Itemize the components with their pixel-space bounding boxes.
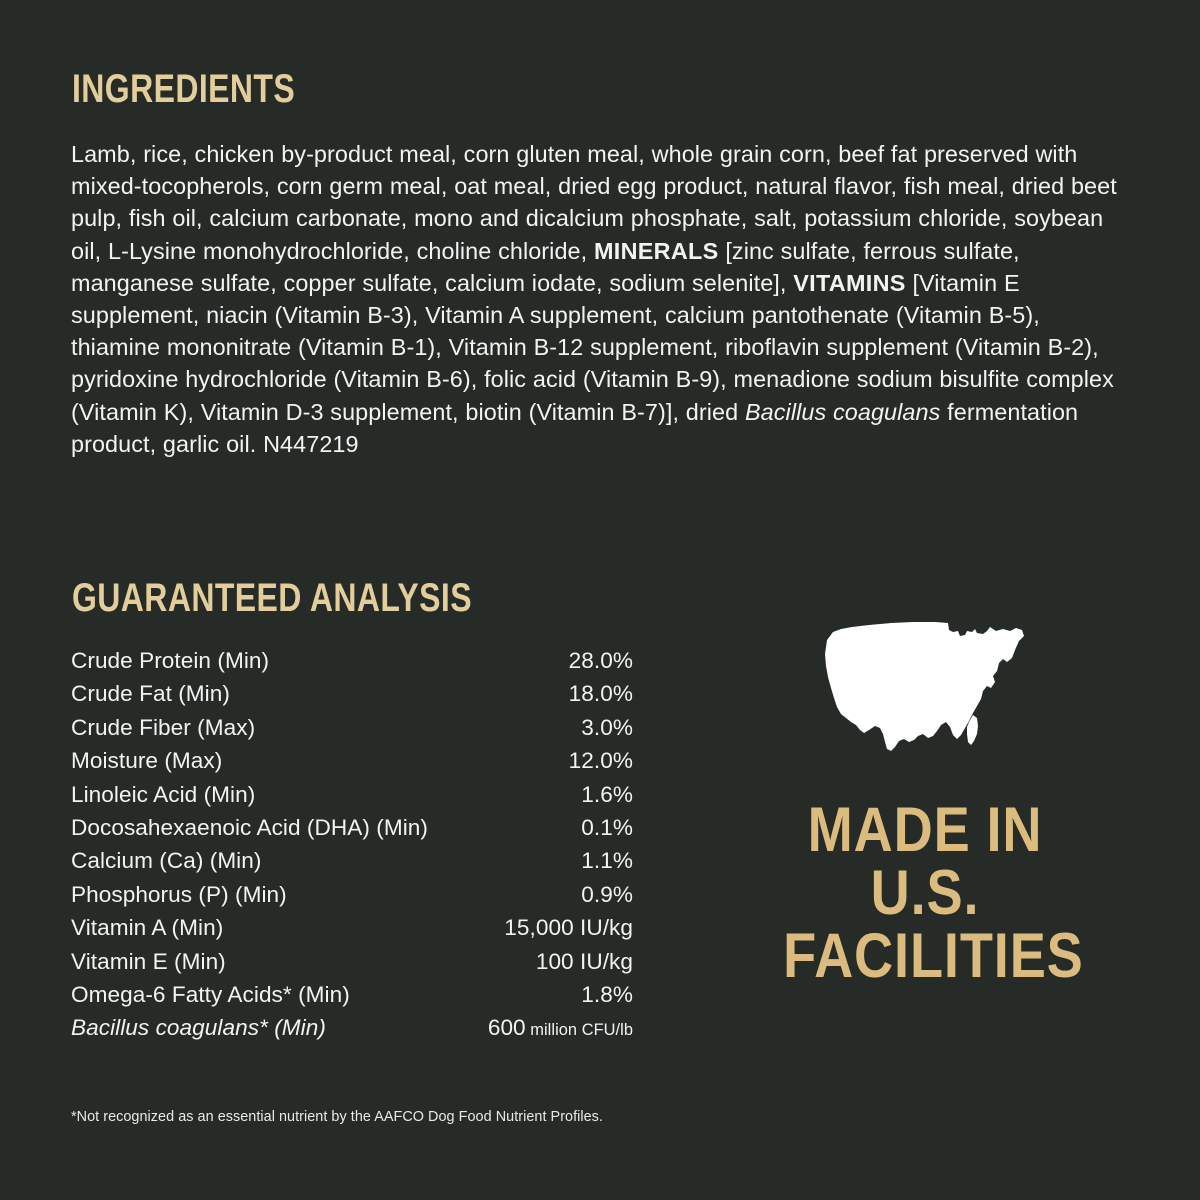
ingredients-text-run: [Vitamin E supplement, niacin (Vitamin B… <box>71 269 1114 425</box>
analysis-row-value: 0.1% <box>581 815 633 841</box>
analysis-row-value: 0.9% <box>581 882 633 908</box>
analysis-row: Calcium (Ca) (Min) 1.1% <box>71 848 633 881</box>
analysis-row-value-number: 1.8% <box>581 981 633 1007</box>
analysis-row-value: 1.8% <box>581 982 633 1008</box>
analysis-row-label: Omega-6 Fatty Acids* (Min) <box>71 981 350 1007</box>
analysis-row-label: Crude Fiber (Max) <box>71 714 256 740</box>
ingredients-text-run: fermentation product, garlic oil. N44721… <box>71 398 1079 457</box>
analysis-row-label: Calcium (Ca) (Min) <box>71 848 262 874</box>
analysis-row-label: Phosphorus (P) (Min) <box>71 881 287 907</box>
analysis-row: Vitamin A (Min) 15,000 IU/kg <box>71 915 633 948</box>
analysis-row-value-number: 18.0% <box>568 681 633 707</box>
analysis-row-value: 1.1% <box>581 848 633 874</box>
analysis-row-label: Moisture (Max) <box>71 748 223 774</box>
analysis-row-value: 1.6% <box>581 782 633 808</box>
badge-line-facilities: FACILITIES <box>783 921 1084 992</box>
analysis-row: Crude Fiber (Max) 3.0% <box>71 715 633 748</box>
analysis-row: Vitamin E (Min) 100 IU/kg <box>71 949 633 982</box>
analysis-row: Linoleic Acid (Min) 1.6% <box>71 782 633 815</box>
analysis-row-value-number: 100 IU/kg <box>535 948 633 974</box>
analysis-row: Moisture (Max) 12.0% <box>71 748 633 781</box>
analysis-row-value-number: 0.9% <box>581 881 633 907</box>
analysis-row-value: 15,000 IU/kg <box>504 915 633 941</box>
analysis-row-label: Crude Protein (Min) <box>71 648 270 673</box>
analysis-row-label: Crude Fat (Min) <box>71 681 230 707</box>
analysis-row-value-number: 0.1% <box>581 814 633 840</box>
analysis-row-value: 600 million CFU/lb <box>488 1015 633 1041</box>
ingredients-paragraph: Lamb, rice, chicken by-product meal, cor… <box>71 138 1133 460</box>
analysis-row-value: 3.0% <box>581 715 633 741</box>
made-in-us-badge: MADE IN U.S. FACILITIES <box>760 610 1090 992</box>
analysis-row-value-number: 15,000 IU/kg <box>504 915 633 941</box>
analysis-row: Omega-6 Fatty Acids* (Min) 1.8% <box>71 982 633 1015</box>
ingredients-heading: INGREDIENTS <box>72 67 296 111</box>
analysis-row-value-number: 600 <box>487 1015 526 1041</box>
analysis-row-label: Vitamin A (Min) <box>71 915 224 941</box>
analysis-row-label: Bacillus coagulans* (Min) <box>71 1015 326 1041</box>
analysis-row-value: 100 IU/kg <box>536 949 633 975</box>
usa-map-icon <box>825 622 1024 751</box>
analysis-row-value: 28.0% <box>569 648 633 674</box>
ingredients-scientific-name: Bacillus coagulans <box>745 398 941 425</box>
ingredients-text-run: [zinc sulfate, ferrous sulfate, manganes… <box>71 237 1020 296</box>
analysis-row-label: Linoleic Acid (Min) <box>71 781 256 807</box>
analysis-row-value-number: 1.6% <box>581 781 633 807</box>
analysis-row: Phosphorus (P) (Min) 0.9% <box>71 882 633 915</box>
analysis-row-value-number: 12.0% <box>568 748 633 774</box>
ingredients-text-run: Lamb, rice, chicken by-product meal, cor… <box>71 141 1117 264</box>
analysis-row: Crude Fat (Min) 18.0% <box>71 681 633 714</box>
analysis-row: Crude Protein (Min) 28.0% <box>71 648 633 681</box>
badge-line-made-in: MADE IN <box>807 795 1043 865</box>
analysis-row: Bacillus coagulans* (Min) 600 million CFU… <box>71 1015 633 1048</box>
analysis-row: Docosahexaenoic Acid (DHA) (Min) 0.1% <box>71 815 633 848</box>
guaranteed-analysis-heading: GUARANTEED ANALYSIS <box>72 576 472 620</box>
analysis-row-value-unit: million CFU/lb <box>525 1021 633 1040</box>
analysis-row-value: 12.0% <box>569 748 633 774</box>
analysis-row-value-number: 1.1% <box>581 848 633 874</box>
analysis-row-label: Docosahexaenoic Acid (DHA) (Min) <box>71 814 428 840</box>
analysis-row-label: Vitamin E (Min) <box>71 948 226 974</box>
guaranteed-analysis-table: Crude Protein (Min) 28.0% Crude Fat (Min) 1… <box>71 648 633 1049</box>
ingredients-emphasis: MINERALS <box>594 237 719 264</box>
badge-line-us: U.S. <box>870 858 980 929</box>
analysis-row-value-number: 3.0% <box>581 714 633 740</box>
analysis-row-value-number: 28.0% <box>568 648 633 673</box>
ingredients-emphasis: VITAMINS <box>793 269 906 296</box>
analysis-row-value: 18.0% <box>569 681 633 707</box>
aafco-footnote: *Not recognized as an essential nutrient… <box>71 1109 603 1125</box>
